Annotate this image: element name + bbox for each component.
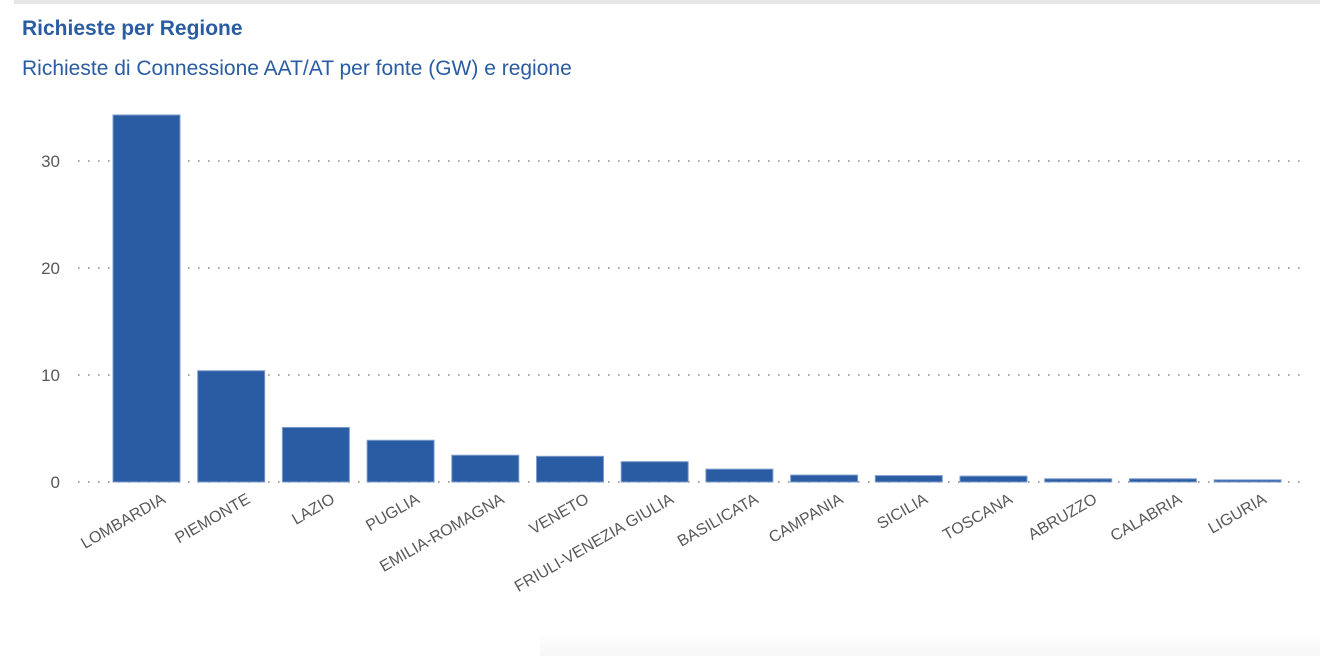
y-axis: 0 10 20 30: [41, 152, 60, 492]
bar-basilicata[interactable]: [705, 468, 774, 483]
y-tick-label: 10: [41, 366, 60, 385]
x-axis: LOMBARDIA PIEMONTE LAZIO PUGLIAEMILIA-ROMAG…: [78, 491, 1270, 596]
x-tick-label: ABRUZZO: [1025, 491, 1100, 544]
x-tick-label: LAZIO: [289, 491, 338, 529]
y-tick-label: 30: [41, 152, 60, 171]
bottom-fade: [540, 632, 1320, 656]
bar-lazio[interactable]: [281, 426, 350, 483]
x-tick-label: CALABRIA: [1108, 491, 1185, 545]
x-tick-label: LOMBARDIA: [78, 491, 168, 553]
bars: [112, 114, 1282, 483]
x-tick-label: PIEMONTE: [172, 491, 253, 548]
chart-title: Richieste per Regione: [22, 17, 243, 40]
bar-liguria[interactable]: [1213, 479, 1282, 483]
bar-emilia-romagna[interactable]: [451, 454, 520, 483]
x-tick-label: CAMPANIA: [766, 491, 846, 547]
x-tick-label: BASILICATA: [675, 491, 762, 551]
bar-lombardia[interactable]: [112, 114, 181, 483]
x-tick-label: FRIULI-VENEZIA GIULIA: [512, 491, 677, 596]
y-tick-label: 0: [51, 473, 60, 492]
bar-piemonte[interactable]: [197, 370, 266, 483]
bar-veneto[interactable]: [536, 455, 604, 483]
y-tick-label: 20: [41, 259, 60, 278]
x-tick-label: PUGLIA: [363, 491, 423, 535]
bar-sicilia[interactable]: [874, 475, 943, 483]
bar-campania[interactable]: [790, 474, 859, 483]
x-tick-label: VENETO: [527, 491, 592, 538]
x-tick-label: SICILIA: [875, 491, 932, 533]
chart-subtitle: Richieste di Connessione AAT/AT per font…: [22, 57, 572, 80]
bar-friuli-venezia-giulia[interactable]: [620, 461, 689, 483]
x-tick-label: LIGURIA: [1206, 491, 1270, 538]
bar-calabria[interactable]: [1128, 478, 1197, 483]
bar-toscana[interactable]: [959, 475, 1028, 483]
x-tick-label: TOSCANA: [940, 491, 1016, 544]
top-border: [14, 0, 1320, 4]
bar-puglia[interactable]: [366, 439, 435, 483]
bar-abruzzo[interactable]: [1044, 478, 1113, 483]
